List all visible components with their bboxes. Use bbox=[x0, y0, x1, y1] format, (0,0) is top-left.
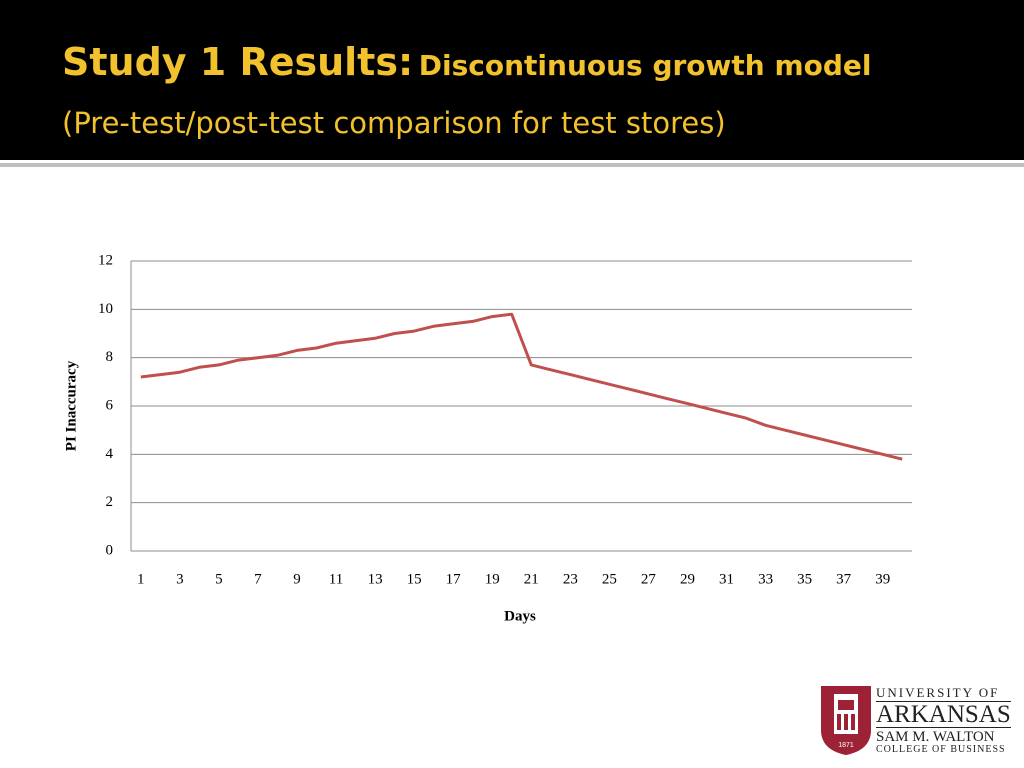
x-tick-label: 13 bbox=[368, 571, 383, 587]
data-line bbox=[140, 312, 903, 461]
x-tick-label: 5 bbox=[215, 571, 223, 587]
x-tick-label: 19 bbox=[485, 571, 500, 587]
x-tick-label: 31 bbox=[719, 571, 734, 587]
x-axis-title: Days bbox=[504, 608, 536, 624]
header: Study 1 Results: Discontinuous growth mo… bbox=[0, 0, 1024, 160]
y-tick-label: 0 bbox=[106, 542, 114, 558]
x-tick-label: 9 bbox=[293, 571, 301, 587]
x-tick-label: 15 bbox=[407, 571, 422, 587]
x-tick-label: 27 bbox=[641, 571, 657, 587]
title: Study 1 Results: Discontinuous growth mo… bbox=[62, 40, 872, 84]
y-tick-label: 10 bbox=[98, 301, 113, 317]
logo-line: COLLEGE OF BUSINESS bbox=[876, 744, 1006, 755]
x-tick-label: 11 bbox=[329, 571, 343, 587]
y-tick-label: 6 bbox=[106, 397, 114, 413]
x-tick-label: 23 bbox=[563, 571, 578, 587]
logo-shield: 1871 bbox=[821, 686, 871, 755]
x-tick-label: 17 bbox=[446, 571, 462, 587]
x-tick-label: 29 bbox=[680, 571, 695, 587]
y-axis-title: PI Inaccuracy bbox=[63, 360, 79, 451]
title-main: Study 1 Results: bbox=[62, 40, 414, 84]
x-tick-label: 3 bbox=[176, 571, 184, 587]
y-tick-label: 8 bbox=[106, 349, 114, 365]
logo-line: SAM M. WALTON bbox=[876, 729, 995, 745]
logo-text: UNIVERSITY OF ARKANSAS SAM M. WALTON COL… bbox=[876, 686, 1011, 755]
x-tick-label: 37 bbox=[836, 571, 852, 587]
logo: 1871 UNIVERSITY OF ARKANSAS SAM M. WALTO… bbox=[818, 680, 1018, 760]
y-tick-label: 4 bbox=[106, 446, 114, 462]
logo-year: 1871 bbox=[838, 742, 854, 749]
x-tick-label: 7 bbox=[254, 571, 262, 587]
y-tick-label: 2 bbox=[106, 494, 114, 510]
x-tick-label: 33 bbox=[758, 571, 773, 587]
subtitle: (Pre-test/post-test comparison for test … bbox=[62, 106, 726, 140]
divider bbox=[0, 163, 1024, 167]
logo-line: UNIVERSITY OF bbox=[876, 685, 1000, 700]
x-tick-label: 25 bbox=[602, 571, 617, 587]
title-rest: Discontinuous growth model bbox=[418, 49, 872, 82]
y-tick-label: 12 bbox=[98, 252, 113, 268]
x-tick-label: 1 bbox=[137, 571, 145, 587]
x-tick-label: 21 bbox=[524, 571, 539, 587]
x-tick-label: 35 bbox=[797, 571, 812, 587]
x-tick-label: 39 bbox=[875, 571, 890, 587]
logo-line: ARKANSAS bbox=[876, 701, 1011, 728]
